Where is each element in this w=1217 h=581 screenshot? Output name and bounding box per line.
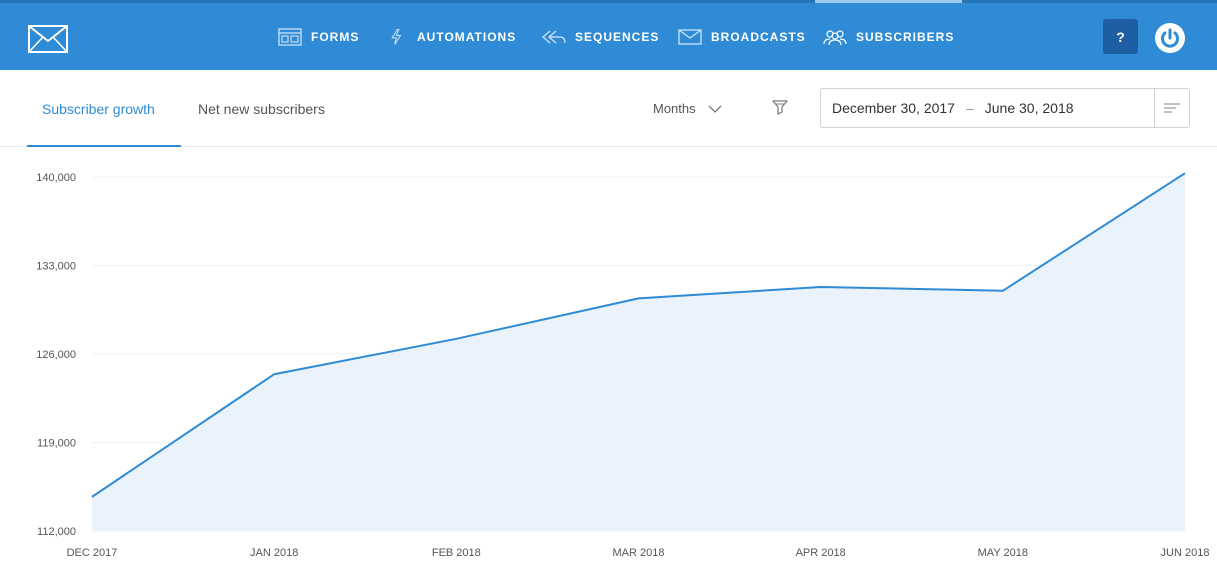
lines-menu-icon (1164, 103, 1180, 113)
x-tick-label: MAR 2018 (613, 547, 665, 559)
tab-net-new-subscribers[interactable]: Net new subscribers (198, 70, 325, 147)
help-button-label: ? (1116, 28, 1125, 45)
x-tick-label: MAY 2018 (978, 547, 1028, 559)
x-tick-label: JUN 2018 (1161, 547, 1210, 559)
y-tick-label: 119,000 (37, 438, 76, 450)
date-end-input[interactable]: June 30, 2018 (984, 100, 1074, 116)
x-tick-label: APR 2018 (796, 547, 846, 559)
main-nav: FORMS AUTOMATIONS SEQUENCES BROADCASTS (0, 0, 1217, 70)
tab-subscriber-growth[interactable]: Subscriber growth (42, 70, 155, 147)
y-tick-label: 112,000 (37, 526, 76, 538)
tab-subscriber-growth-label: Subscriber growth (42, 100, 155, 117)
date-range-separator: – (965, 100, 974, 116)
nav-automations[interactable]: AUTOMATIONS (388, 3, 516, 70)
nav-broadcasts-label: BROADCASTS (711, 29, 806, 44)
subscriber-growth-chart: 140,000 133,000 126,000 119,000 112,000 DEC … (36, 172, 1210, 559)
x-tick-label: DEC 2017 (67, 547, 118, 559)
nav-subscribers-label: SUBSCRIBERS (856, 29, 955, 44)
nav-subscribers[interactable]: SUBSCRIBERS (814, 0, 963, 70)
filter-icon[interactable] (772, 99, 788, 115)
nav-forms[interactable]: FORMS (278, 3, 359, 70)
y-tick-label: 140,000 (36, 172, 76, 184)
x-tick-label: JAN 2018 (250, 547, 298, 559)
top-nav-bar: FORMS AUTOMATIONS SEQUENCES BROADCASTS (0, 0, 1217, 70)
series-line (91, 172, 1186, 498)
y-axis: 140,000 133,000 126,000 119,000 112,000 (36, 172, 76, 538)
chevron-down-icon (708, 105, 722, 113)
period-select[interactable]: Months (653, 70, 722, 147)
envelope-logo-icon[interactable] (28, 25, 68, 53)
envelope-icon (678, 28, 702, 45)
nav-broadcasts[interactable]: BROADCASTS (678, 3, 806, 70)
sequences-icon (542, 30, 566, 43)
date-range-picker: December 30, 2017 – June 30, 2018 (820, 88, 1190, 128)
forms-icon (278, 27, 302, 46)
lightning-icon (391, 28, 402, 45)
series-area (92, 173, 1185, 531)
report-toolbar: Subscriber growth Net new subscribers Mo… (0, 70, 1217, 147)
period-select-value: Months (653, 101, 696, 116)
x-axis: DEC 2017 JAN 2018 FEB 2018 MAR 2018 APR 2018… (67, 547, 1210, 559)
nav-automations-label: AUTOMATIONS (417, 29, 517, 44)
y-tick-label: 133,000 (36, 261, 76, 273)
tab-net-new-subscribers-label: Net new subscribers (198, 100, 325, 117)
power-icon[interactable] (1154, 22, 1186, 54)
date-range-menu-button[interactable] (1154, 89, 1189, 127)
x-tick-label: FEB 2018 (432, 547, 481, 559)
nav-forms-label: FORMS (311, 29, 360, 44)
nav-sequences[interactable]: SEQUENCES (542, 3, 659, 70)
help-button[interactable]: ? (1103, 19, 1138, 54)
people-icon (823, 29, 847, 45)
date-start-input[interactable]: December 30, 2017 (832, 100, 955, 116)
nav-sequences-label: SEQUENCES (575, 29, 660, 44)
y-tick-label: 126,000 (36, 349, 76, 361)
active-tab-indicator (27, 145, 181, 147)
